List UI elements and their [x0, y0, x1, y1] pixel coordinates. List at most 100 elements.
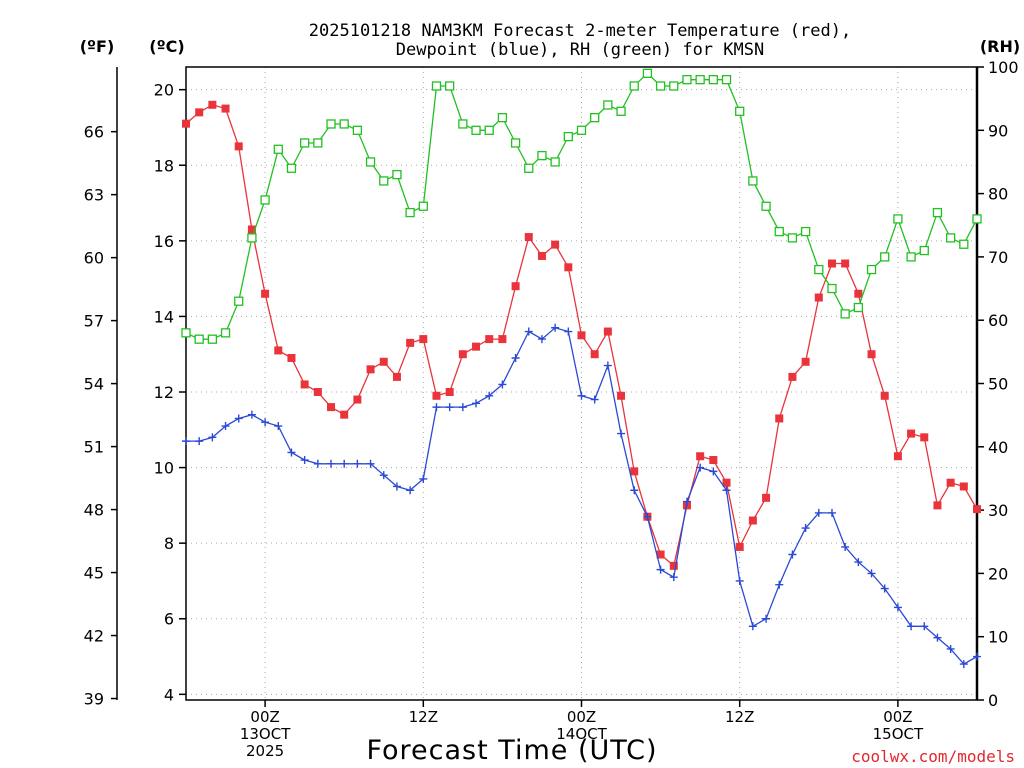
rh-point [590, 112, 600, 123]
rh-tick-label: 60 [988, 311, 1008, 330]
rh-point [524, 163, 534, 173]
rh-point [207, 334, 218, 344]
rh-point [959, 239, 969, 249]
rh-point [748, 176, 758, 186]
temperature-point [933, 501, 942, 510]
rh-point [339, 119, 349, 129]
rh-point [576, 125, 587, 135]
temperature-point [827, 259, 836, 268]
dewpoint-point [498, 380, 507, 389]
dewpoint-point [366, 459, 375, 468]
dewpoint-point [392, 482, 401, 491]
temperature-point [472, 342, 481, 351]
dewpoint-point [379, 471, 388, 480]
rh-point [247, 233, 257, 243]
rh-tick-label: 70 [988, 248, 1008, 267]
rh-point [405, 207, 415, 218]
rh-point [932, 207, 943, 218]
temperature-point [775, 414, 784, 423]
dewpoint-point [630, 486, 639, 495]
rh-point [880, 252, 890, 262]
dewpoint-point [432, 403, 441, 412]
fahrenheit-tick-label: 66 [84, 123, 104, 142]
x-tick-label: 14OCT [556, 725, 607, 743]
rh-point [708, 75, 718, 85]
rh-point [458, 119, 468, 129]
rh-point [616, 106, 626, 116]
fahrenheit-tick-label: 57 [84, 312, 104, 331]
dewpoint-point [643, 512, 652, 521]
temperature-point [788, 372, 797, 381]
temperature-point [577, 331, 586, 340]
celsius-tick-label: 20 [154, 81, 174, 100]
rh-point [906, 252, 916, 262]
rh-point [629, 81, 639, 91]
x-tick-label: 00Z [250, 708, 279, 726]
temperature-point [195, 108, 204, 117]
rh-tick-label: 80 [988, 185, 1008, 204]
temperature-point [432, 391, 441, 400]
x-tick-label: 12Z [409, 708, 438, 726]
rh-point [471, 125, 481, 135]
celsius-tick-label: 10 [154, 459, 174, 478]
temperature-point [511, 282, 520, 291]
rh-tick-label: 10 [988, 628, 1008, 647]
dewpoint-point [788, 550, 797, 559]
temperature-point [498, 335, 507, 344]
rh-point [721, 75, 732, 85]
rh-tick-label: 90 [988, 121, 1008, 140]
celsius-axis-unit: (ºC) [149, 37, 184, 56]
fahrenheit-tick-label: 42 [84, 627, 104, 646]
x-tick-label: 00Z [883, 708, 912, 726]
celsius-tick-label: 4 [164, 685, 174, 704]
fahrenheit-tick-label: 51 [84, 438, 104, 457]
dewpoint-point [577, 391, 586, 400]
axes: 39 42 45 48 51 54 57 60 63 66 4 6 8 10 12 14 16 18 20 0 10 20… [84, 58, 1019, 760]
x-tick-label: 00Z [567, 708, 596, 726]
dewpoint-point [841, 542, 850, 551]
rh-tick-label: 100 [988, 58, 1019, 77]
x-tick-label: 2025 [246, 742, 284, 760]
temperature-point [801, 357, 810, 366]
chart-title-line1: 2025101218 NAM3KM Forecast 2-meter Tempe… [309, 21, 851, 41]
rh-tick-label: 30 [988, 501, 1008, 520]
temperature-point [946, 478, 955, 487]
dewpoint-point [274, 422, 283, 431]
dewpoint-point [234, 414, 243, 423]
celsius-tick-label: 8 [164, 534, 174, 553]
rh-point [695, 75, 705, 85]
rh-tick-label: 40 [988, 438, 1008, 457]
celsius-tick-label: 18 [154, 156, 174, 175]
temperature-point [274, 346, 283, 355]
rh-tick-label: 20 [988, 564, 1008, 583]
temperature-point [353, 395, 362, 404]
dewpoint-point [775, 580, 784, 589]
temperature-point [867, 350, 876, 359]
fahrenheit-tick-label: 39 [84, 690, 104, 709]
celsius-tick-label: 6 [164, 610, 174, 629]
temperature-point [340, 410, 349, 419]
temperature-point [234, 142, 243, 151]
rh-point [642, 68, 653, 78]
fahrenheit-tick-label: 45 [84, 564, 104, 583]
rh-point [445, 81, 455, 91]
rh-point [220, 328, 231, 338]
dewpoint-point [195, 437, 204, 446]
temperature-point [524, 233, 533, 242]
rh-point [800, 226, 811, 237]
fahrenheit-tick-label: 48 [84, 501, 104, 520]
dewpoint-point [709, 467, 718, 476]
temperature-point [537, 251, 546, 260]
temperature-point [300, 380, 309, 389]
temperature-point [419, 335, 428, 344]
dewpoint-point [406, 486, 415, 495]
dewpoint-point [907, 622, 916, 631]
dewpoint-point [327, 459, 336, 468]
rh-point [194, 334, 204, 344]
rh-point [497, 112, 508, 123]
chart-title-line2: Dewpoint (blue), RH (green) for KMSN [396, 40, 764, 60]
dewpoint-point [735, 576, 744, 585]
dewpoint-point [537, 335, 546, 344]
dewpoint-point [973, 652, 981, 661]
